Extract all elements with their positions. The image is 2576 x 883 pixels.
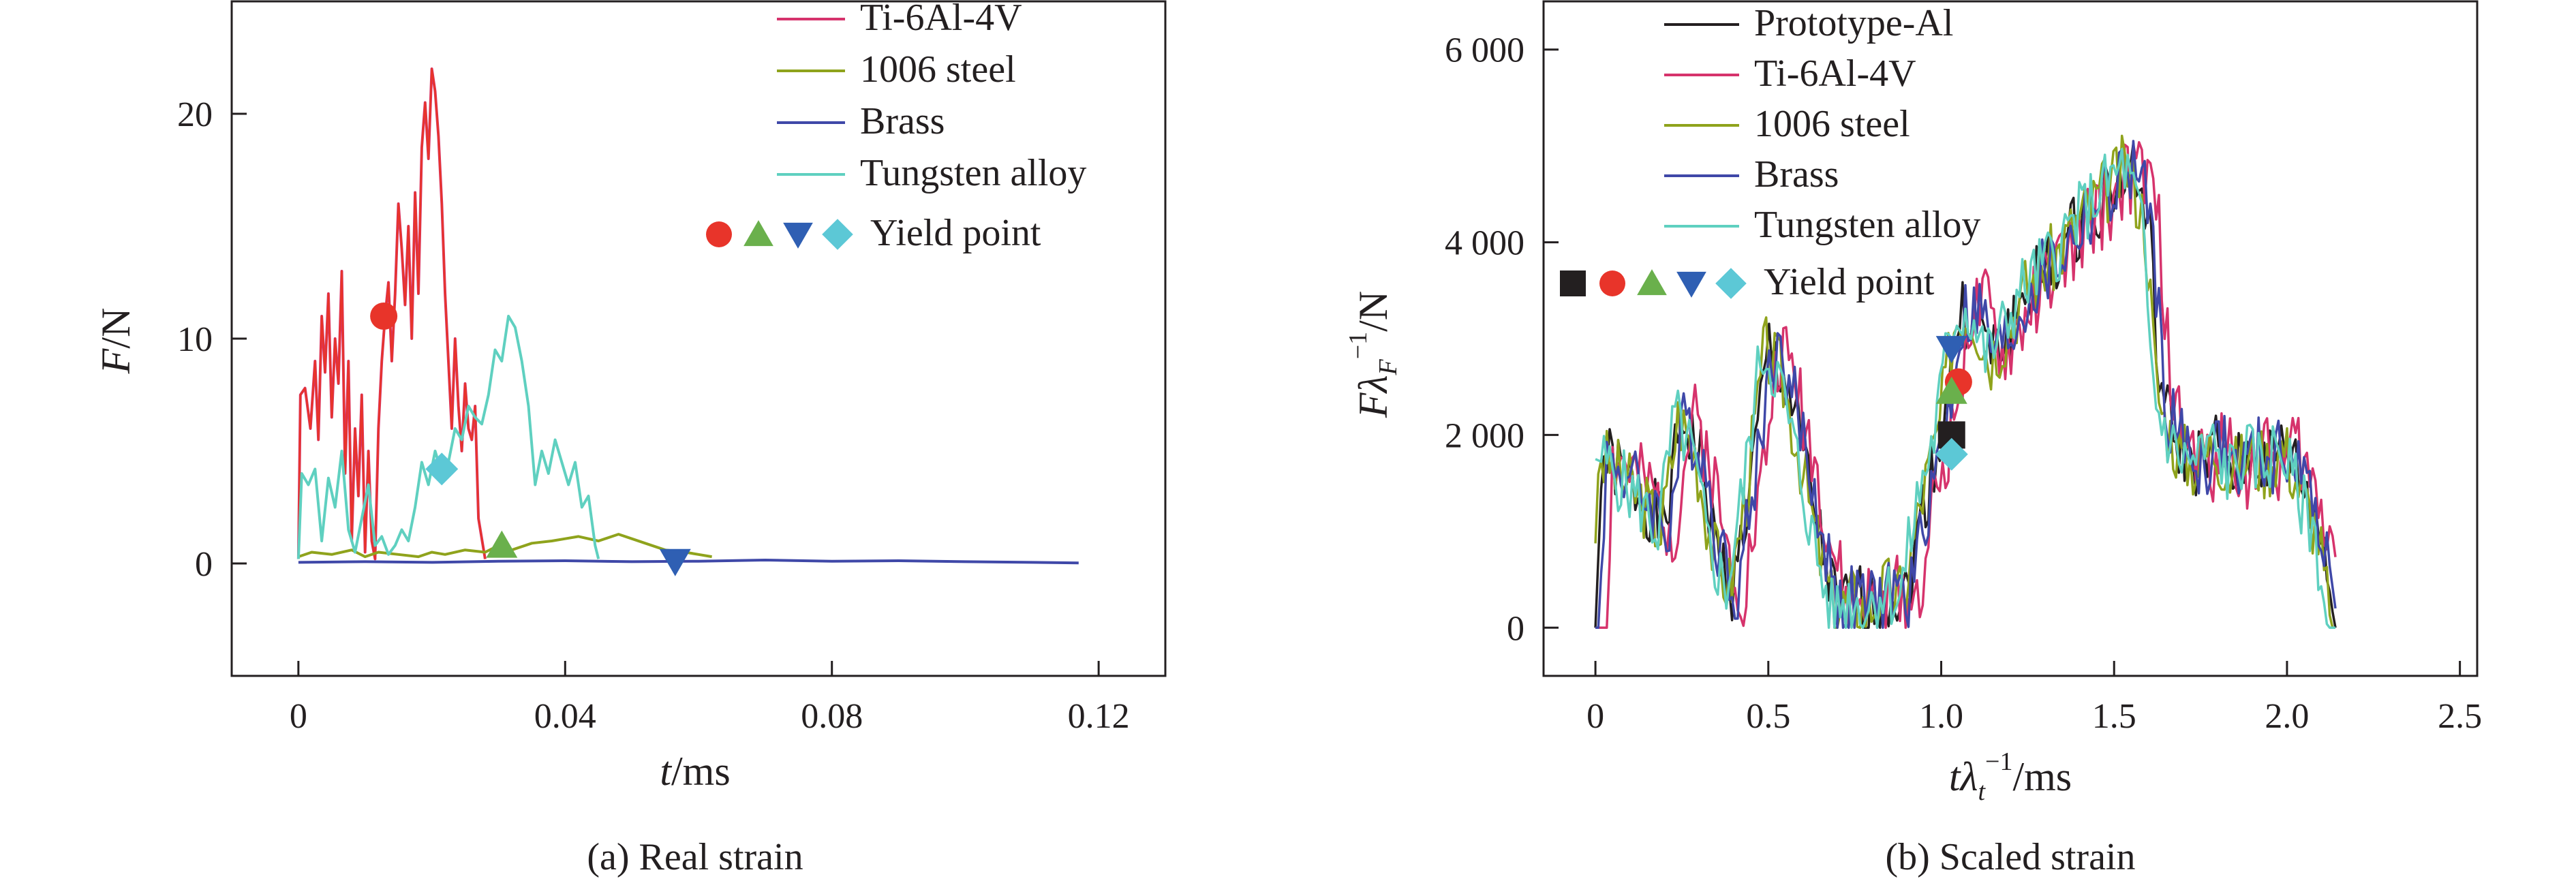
yield-point-tungsten-alloy: [425, 452, 459, 486]
panel-a-x-axis-title: t/ms: [660, 749, 730, 794]
legend-label-brass: Brass: [1754, 153, 1839, 196]
panel-a-legend: Ti-6Al-4V 1006 steel Brass Tungsten alloy Yi…: [706, 0, 1086, 254]
legend-label-yield-point: Yield point: [1764, 261, 1935, 303]
panel-b-legend: Prototype-Al Ti-6Al-4V 1006 steel Brass Tung…: [1560, 2, 1980, 303]
yield-point-tungsten-alloy: [1935, 437, 1968, 471]
legend-yield-marker-circle: [1599, 270, 1625, 296]
legend-yield-marker-triangle-up: [743, 220, 773, 247]
panel-b-y-axis-title: FλF−1/N: [1344, 291, 1402, 418]
legend-label-1006-steel: 1006 steel: [860, 48, 1016, 91]
panel-b-series: [1594, 134, 2337, 630]
panel-b-ticks: 0 0.5 1.0 1.5 2.0 2.5 0 2 000 4 000 6 000: [1445, 31, 2482, 736]
x-tick-label: 0.08: [801, 697, 863, 736]
legend-label-ti-6al-4v: Ti-6Al-4V: [1754, 52, 1916, 95]
panel-b-plot-frame: [1542, 0, 2479, 677]
y-tick-label: 6 000: [1445, 31, 1524, 70]
x-tick-label: 0.5: [1746, 697, 1790, 736]
yield-point-ti-6al-4v: [370, 303, 398, 330]
panel-a-series: [296, 67, 1079, 565]
legend-label-yield-point: Yield point: [870, 212, 1041, 254]
legend-yield-marker-diamond: [1715, 268, 1747, 299]
legend-label-prototype-al: Prototype-Al: [1754, 2, 1953, 44]
panel-a-y-axis-title: F/N: [93, 308, 138, 375]
y-tick-label: 0: [195, 545, 213, 584]
x-tick-label: 1.5: [2092, 697, 2136, 736]
series-line-ti-6al-4v-overlay: [297, 67, 487, 560]
panel-b-caption: (b) Scaled strain: [1886, 836, 2136, 878]
x-tick-label: 1.0: [1919, 697, 1963, 736]
yield-point-brass: [1935, 336, 1967, 364]
legend-label-tungsten-alloy: Tungsten alloy: [1754, 204, 1980, 246]
y-tick-label: 4 000: [1445, 224, 1524, 263]
y-tick-label: 2 000: [1445, 416, 1524, 455]
legend-yield-marker-diamond: [822, 219, 853, 250]
x-tick-label: 0: [290, 697, 307, 736]
x-tick-label: 0.12: [1068, 697, 1130, 736]
panel-a: 0 0.04 0.08 0.12 0 10 20 Ti-6Al-4V 1006 steel Br…: [93, 0, 1167, 878]
y-tick-label: 10: [177, 320, 213, 359]
legend-yield-marker-triangle-down: [1676, 271, 1706, 298]
x-tick-label: 0.04: [534, 697, 596, 736]
legend-yield-marker-square: [1560, 270, 1586, 296]
y-tick-label: 20: [177, 95, 213, 134]
legend-yield-marker-triangle-down: [783, 222, 813, 249]
y-tick-label: 0: [1507, 609, 1524, 648]
series-line-tungsten-alloy: [1595, 148, 2335, 630]
series-line-brass: [298, 559, 1079, 565]
yield-point-1006-steel: [1935, 376, 1967, 404]
panel-a-yield-points: [370, 303, 691, 576]
yield-point-1006-steel: [486, 530, 518, 558]
x-tick-label: 0: [1586, 697, 1604, 736]
legend-label-1006-steel: 1006 steel: [1754, 103, 1910, 145]
x-tick-label: 2.5: [2438, 697, 2482, 736]
series-line-brass: [1595, 140, 2337, 630]
panel-b-x-axis-title: tλt−1/ms: [1949, 747, 2072, 806]
legend-yield-marker-triangle-up: [1637, 269, 1667, 296]
panel-a-plot-frame: [230, 0, 1167, 677]
legend-label-brass: Brass: [860, 100, 945, 142]
panel-b-yield-points: [1935, 336, 1972, 471]
panel-b: 0 0.5 1.0 1.5 2.0 2.5 0 2 000 4 000 6 000 Prototy…: [1344, 0, 2482, 878]
legend-label-tungsten-alloy: Tungsten alloy: [860, 152, 1086, 194]
x-tick-label: 2.0: [2265, 697, 2309, 736]
yield-point-brass: [659, 548, 691, 576]
panel-a-caption: (a) Real strain: [587, 836, 803, 878]
legend-label-ti-6al-4v: Ti-6Al-4V: [860, 0, 1022, 39]
legend-yield-marker-circle: [706, 221, 732, 247]
panel-a-ticks: 0 0.04 0.08 0.12 0 10 20: [177, 95, 1130, 736]
